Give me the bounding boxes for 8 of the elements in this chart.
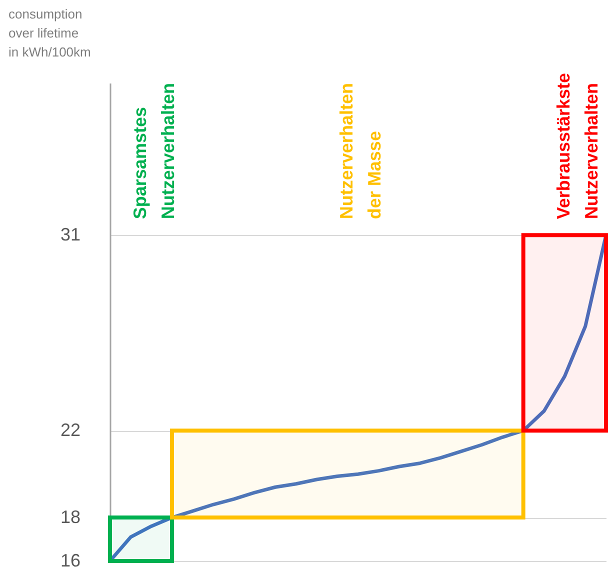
- y-tick-label: 22: [60, 420, 80, 440]
- y-axis-title: consumption over lifetime in kWh/100km: [8, 6, 91, 60]
- y-tick-label: 16: [60, 550, 80, 569]
- band-label: Sparsamstes Nutzerverhalten: [130, 83, 178, 220]
- band-label: Verbrausstärkste Nutzerverhalten: [554, 72, 602, 220]
- y-tick-label: 18: [60, 507, 80, 528]
- y-tick-label: 31: [60, 224, 80, 245]
- band-label: Nutzerverhalten der Masse: [336, 83, 385, 220]
